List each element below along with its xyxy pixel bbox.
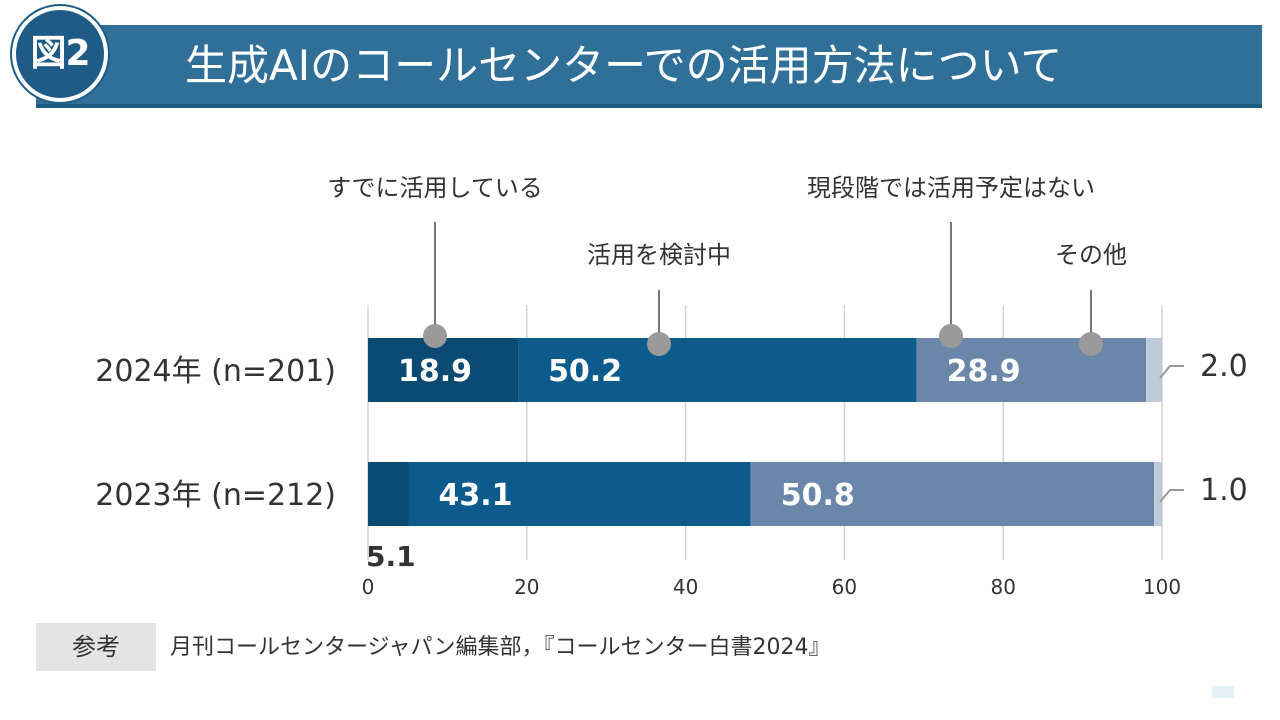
bar-2023-data-label-1: 43.1: [438, 478, 512, 513]
title-underline: [36, 104, 1262, 108]
x-tick-label-0: 0: [362, 575, 375, 599]
data-label-other-1: 1.0: [1200, 473, 1248, 508]
bar-2024-segment-1: [518, 338, 917, 402]
source-citation: 月刊コールセンタージャパン編集部，『コールセンター白書2024』: [170, 635, 831, 660]
data-label-2023-used: 5.1: [366, 540, 416, 573]
leader-line-other-0: [1159, 365, 1184, 379]
bar-2023-segment-2: [750, 462, 1155, 526]
callout-dot-0: [423, 324, 447, 348]
bar-2024-segment-3: [1146, 338, 1162, 402]
bar-2024-segment-0: [368, 338, 519, 402]
corner-decoration: [1212, 686, 1234, 698]
legend-callout-label-2: 現段階では活用予定はない: [807, 174, 1095, 202]
bar-2024-data-label-1: 50.2: [548, 354, 622, 389]
bar-2024-data-label-0: 18.9: [398, 354, 472, 389]
figure-number-badge: 図2: [12, 6, 108, 102]
bar-2023-segment-1: [408, 462, 751, 526]
category-label-0: 2024年 (n=201): [95, 354, 336, 389]
bar-2023-data-label-2: 50.8: [781, 478, 855, 513]
title-band: [36, 25, 1262, 107]
legend-callout-label-3: その他: [1055, 241, 1127, 269]
x-tick-label-40: 40: [673, 575, 698, 599]
category-label-1: 2023年 (n=212): [95, 478, 336, 513]
x-tick-label-20: 20: [514, 575, 539, 599]
bar-2023-segment-3: [1154, 462, 1162, 526]
x-tick-label-80: 80: [990, 575, 1015, 599]
leader-line-other-1: [1159, 489, 1184, 503]
callout-dot-3: [1079, 332, 1103, 356]
x-tick-label-100: 100: [1143, 575, 1181, 599]
callout-dot-2: [939, 324, 963, 348]
chart-title: 生成AIのコールセンターでの活用方法について: [185, 41, 1063, 90]
legend-callout-label-1: 活用を検討中: [587, 241, 731, 269]
bar-2023-segment-0: [368, 462, 409, 526]
data-label-other-0: 2.0: [1200, 349, 1248, 384]
bar-2024-segment-2: [916, 338, 1147, 402]
reference-label: 参考: [36, 623, 156, 671]
bar-2024-data-label-2: 28.9: [947, 354, 1021, 389]
legend-callout-label-0: すでに活用している: [327, 174, 543, 202]
x-tick-label-60: 60: [832, 575, 857, 599]
callout-dot-1: [647, 332, 671, 356]
